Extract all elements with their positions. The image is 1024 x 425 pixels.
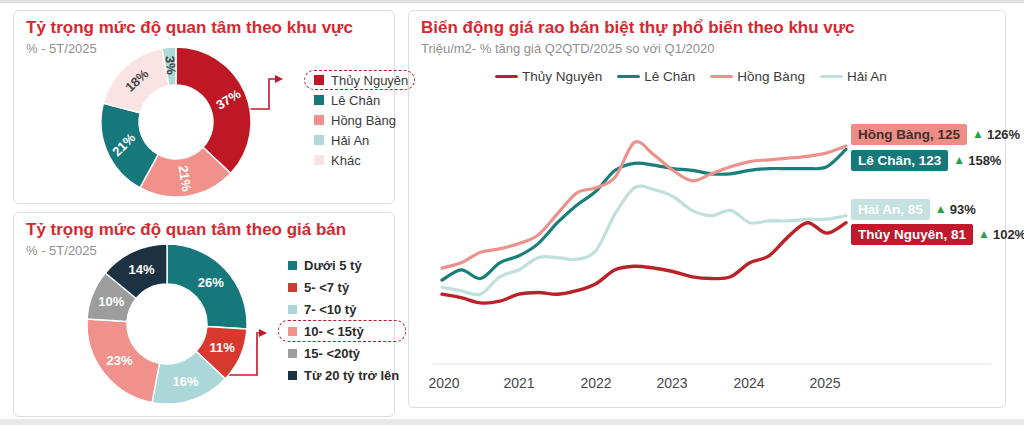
legend-label: Hải An <box>847 69 887 84</box>
callout-arrow <box>249 79 276 109</box>
legend-swatch-icon <box>314 135 324 145</box>
legend-item: 7- <10 tỷ <box>288 298 399 320</box>
slice-label: 16% <box>172 374 198 389</box>
legend-swatch-icon <box>314 75 324 85</box>
legend-line-swatch-icon <box>617 75 640 79</box>
trend-legend-item: Lê Chân <box>617 69 695 84</box>
legend-swatch-icon <box>314 155 324 165</box>
slice-label: 10% <box>98 294 124 309</box>
legend-swatch-icon <box>314 115 324 125</box>
legend-swatch-icon <box>288 305 297 314</box>
x-tick-label: 2024 <box>733 375 764 391</box>
callout-arrowhead-icon <box>259 329 267 337</box>
slice-label: 26% <box>198 275 224 290</box>
legend-label: Thủy Nguyên <box>331 73 408 88</box>
slice-label: 23% <box>107 353 133 368</box>
legend-label: Lê Chân <box>331 93 380 108</box>
legend-item: Hải An <box>314 130 408 150</box>
legend-line-swatch-icon <box>495 75 518 79</box>
x-tick-label: 2022 <box>580 375 611 391</box>
legend-label: Dưới 5 tỷ <box>304 258 362 273</box>
legend-item: Dưới 5 tỷ <box>288 254 399 276</box>
slice-label: 3% <box>162 55 179 75</box>
panel-price-trend: Biến động giá rao bán biệt thự phổ biến … <box>408 10 1006 408</box>
legend-swatch-icon <box>288 283 297 292</box>
legend-item: 5- <7 tỷ <box>288 276 399 298</box>
top-divider <box>0 0 1024 3</box>
legend-label: 15- <20tỷ <box>304 346 360 361</box>
legend-item: 15- <20tỷ <box>288 342 399 364</box>
legend-label: Từ 20 tỷ trở lên <box>304 368 399 383</box>
legend-label: 7- <10 tỷ <box>304 302 356 317</box>
legend-label: Hải An <box>331 133 369 148</box>
x-tick-label: 2021 <box>503 375 534 391</box>
bottom-divider <box>0 419 1024 425</box>
legend-item: Khác <box>314 150 408 170</box>
legend-swatch-icon <box>314 95 324 105</box>
legend-item: Lê Chân <box>314 90 408 110</box>
x-tick-label: 2025 <box>809 375 840 391</box>
slice-label: 14% <box>128 262 154 277</box>
legend-label: Lê Chân <box>644 69 695 84</box>
legend-line-swatch-icon <box>710 75 733 79</box>
legend-swatch-icon <box>288 349 297 358</box>
region-donut-legend: Thủy Nguyên Lê Chân Hồng Bàng Hải An Khác <box>314 70 408 170</box>
panel-interest-by-region: Tỷ trọng mức độ quan tâm theo khu vực % … <box>13 10 395 204</box>
price-donut-legend: Dưới 5 tỷ 5- <7 tỷ 7- <10 tỷ 10- < 15tỷ 15- … <box>288 254 399 386</box>
legend-label: Thủy Nguyên <box>522 69 602 84</box>
slice-label: 11% <box>209 340 235 355</box>
panel-title: Tỷ trọng mức độ quan tâm theo giá bán <box>26 220 346 240</box>
panel-subtitle: Triệu/m2- % tăng giá Q2QTD/2025 so với Q… <box>421 41 714 56</box>
legend-label: Hồng Bàng <box>331 113 396 128</box>
legend-label: 10- < 15tỷ <box>304 324 364 339</box>
trend-legend-item: Hồng Bàng <box>710 69 805 84</box>
series-line-Hồng Bàng <box>442 142 846 268</box>
legend-line-swatch-icon <box>820 75 843 79</box>
x-tick-label: 2023 <box>656 375 687 391</box>
x-tick-label: 2020 <box>428 375 459 391</box>
legend-swatch-icon <box>288 327 297 336</box>
legend-swatch-icon <box>288 261 297 270</box>
legend-item: Hồng Bàng <box>314 110 408 130</box>
trend-legend-item: Thủy Nguyên <box>495 69 602 84</box>
panel-subtitle: % - 5T/2025 <box>26 243 97 258</box>
legend-label: 5- <7 tỷ <box>304 280 349 295</box>
panel-title: Biến động giá rao bán biệt thự phổ biến … <box>421 18 855 38</box>
trend-legend: Thủy Nguyên Lê Chân Hồng Bàng Hải An <box>495 69 887 84</box>
real-estate-dashboard: { "panels": { "region": { "title": "Tỷ t… <box>0 0 1024 425</box>
callout-arrowhead-icon <box>275 75 283 83</box>
trend-legend-item: Hải An <box>820 69 887 84</box>
panel-subtitle: % - 5T/2025 <box>26 41 97 56</box>
legend-label: Hồng Bàng <box>737 69 805 84</box>
panel-interest-by-price: Tỷ trọng mức độ quan tâm theo giá bán % … <box>13 212 395 417</box>
panel-title: Tỷ trọng mức độ quan tâm theo khu vực <box>26 18 353 38</box>
legend-item: Từ 20 tỷ trở lên <box>288 364 399 386</box>
series-line-Lê Chân <box>442 149 846 280</box>
legend-item-highlighted: 10- < 15tỷ <box>288 320 399 342</box>
legend-item-highlighted: Thủy Nguyên <box>314 70 408 90</box>
legend-swatch-icon <box>288 371 297 380</box>
donut-slice <box>176 47 251 173</box>
legend-label: Khác <box>331 153 361 168</box>
